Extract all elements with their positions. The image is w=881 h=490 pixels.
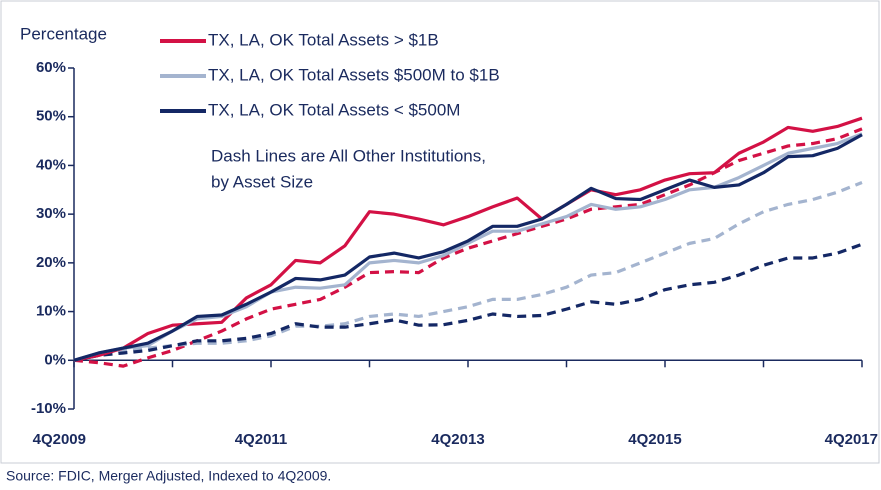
series-line: [73, 132, 863, 362]
legend-label: TX, LA, OK Total Assets > $1B: [208, 30, 439, 49]
y-tick-label: -10%: [31, 400, 66, 417]
x-tick-label: 4Q2009: [33, 431, 86, 448]
series-line: [73, 133, 863, 362]
legend-label: TX, LA, OK Total Assets < $500M: [208, 100, 460, 119]
x-tick-label: 4Q2015: [628, 431, 681, 448]
y-tick-label: 30%: [36, 205, 66, 222]
y-tick-label: 50%: [36, 108, 66, 125]
dashed-line: [73, 127, 863, 368]
y-axis-label: Percentage: [20, 24, 107, 43]
series-line: [73, 116, 863, 362]
y-tick-label: 40%: [36, 156, 66, 173]
y-tick-label: 10%: [36, 303, 66, 320]
chart-frame: [0, 0, 880, 464]
source-note: Source: FDIC, Merger Adjusted, Indexed t…: [6, 468, 331, 484]
legend-label: TX, LA, OK Total Assets $500M to $1B: [208, 65, 500, 84]
x-tick-label: 4Q2011: [235, 431, 288, 448]
annotation: by Asset Size: [211, 172, 313, 191]
annotation: Dash Lines are All Other Institutions,: [211, 146, 486, 165]
y-tick-label: 20%: [36, 254, 66, 271]
dashed-line: [73, 180, 863, 362]
x-tick-label: 4Q2017: [825, 431, 878, 448]
y-tick-label: 60%: [36, 59, 66, 76]
x-tick-label: 4Q2013: [431, 431, 484, 448]
y-tick-label: 0%: [44, 351, 66, 368]
